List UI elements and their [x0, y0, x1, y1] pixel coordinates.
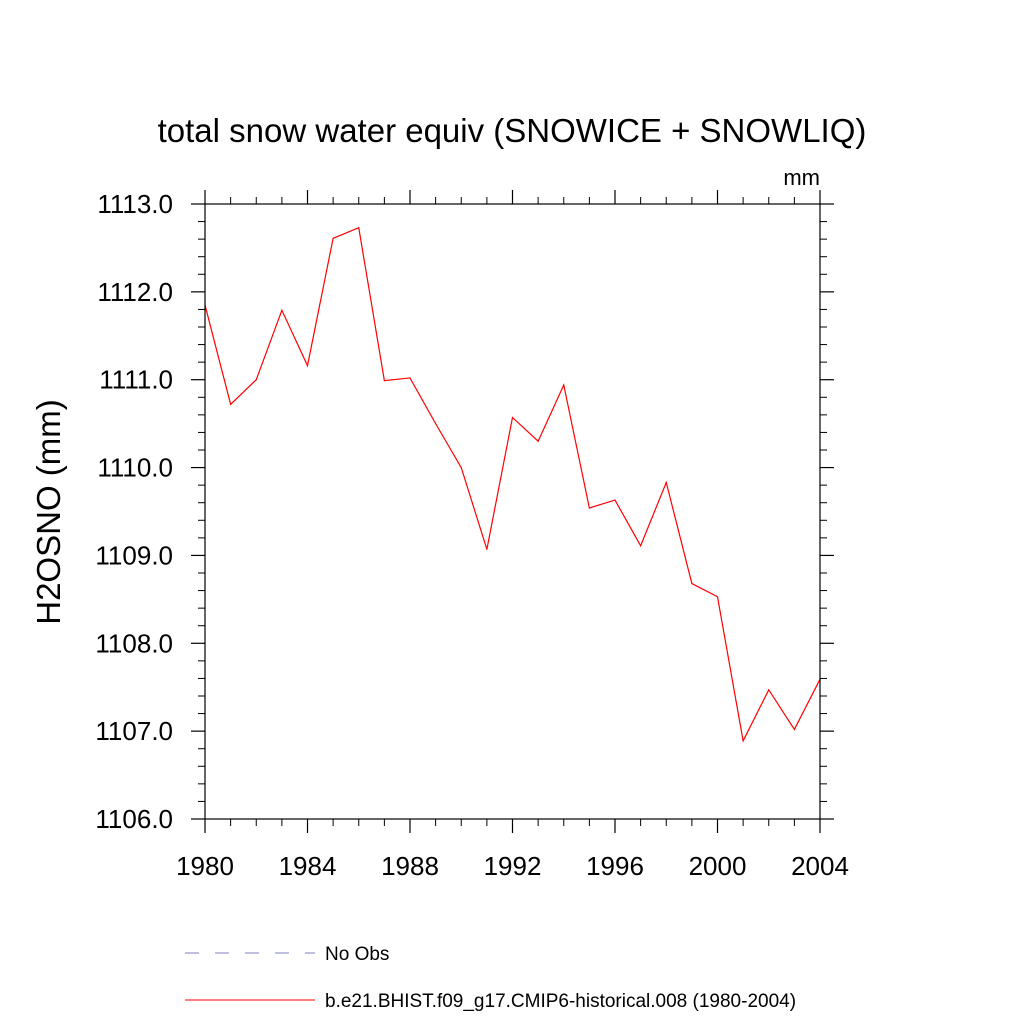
y-tick-label: 1109.0: [95, 540, 173, 570]
data-point: [460, 466, 462, 469]
x-tick-label: 2004: [791, 851, 849, 881]
y-axis-label: H2OSNO (mm): [30, 399, 67, 625]
data-point: [640, 545, 642, 547]
x-tick-label: 1996: [586, 851, 644, 881]
data-point: [691, 582, 693, 585]
data-point: [793, 728, 795, 730]
y-tick-label: 1108.0: [95, 628, 173, 658]
series-line: [204, 226, 821, 743]
legend-label-historical: b.e21.BHIST.f09_g17.CMIP6-historical.008…: [325, 991, 796, 1012]
data-point: [614, 499, 616, 501]
data-point: [563, 384, 565, 386]
data-point: [435, 423, 437, 425]
data-point: [742, 740, 744, 742]
series-layer: [204, 226, 821, 743]
data-point: [358, 227, 360, 229]
data-point: [230, 403, 232, 405]
units-label: mm: [783, 165, 820, 190]
y-tick-label: 1106.0: [95, 804, 173, 834]
x-tick-label: 1984: [279, 851, 337, 881]
data-point: [716, 596, 719, 598]
chart-title: total snow water equiv (SNOWICE + SNOWLI…: [158, 112, 867, 149]
y-tick-label: 1113.0: [97, 189, 173, 219]
data-point: [255, 379, 257, 381]
data-point: [665, 481, 667, 484]
axis-ticks: 1106.0 1107.0 1108.0 1109.0 1110.0 1111.0 1112…: [95, 189, 849, 881]
data-point: [768, 689, 770, 691]
data-point: [306, 365, 309, 367]
legend-label-no-obs: No Obs: [325, 944, 389, 965]
y-tick-label: 1111.0: [99, 365, 173, 395]
data-point: [588, 507, 590, 509]
x-tick-label: 1992: [484, 851, 542, 881]
data-point: [486, 548, 488, 550]
y-tick-label: 1110.0: [97, 453, 173, 483]
x-tick-label: 1980: [176, 851, 234, 881]
data-point: [537, 440, 539, 442]
x-tick-label: 1988: [381, 851, 439, 881]
y-tick-label: 1112.0: [97, 277, 173, 307]
x-tick-label: 2000: [689, 851, 747, 881]
y-tick-label: 1107.0: [95, 716, 173, 746]
data-point: [383, 379, 385, 382]
data-point: [511, 416, 514, 419]
legend: No Obs b.e21.BHIST.f09_g17.CMIP6-histori…: [185, 944, 796, 1012]
data-point: [409, 377, 411, 379]
data-point: [281, 309, 283, 311]
plot-frame: [204, 203, 821, 820]
data-point: [332, 237, 334, 239]
